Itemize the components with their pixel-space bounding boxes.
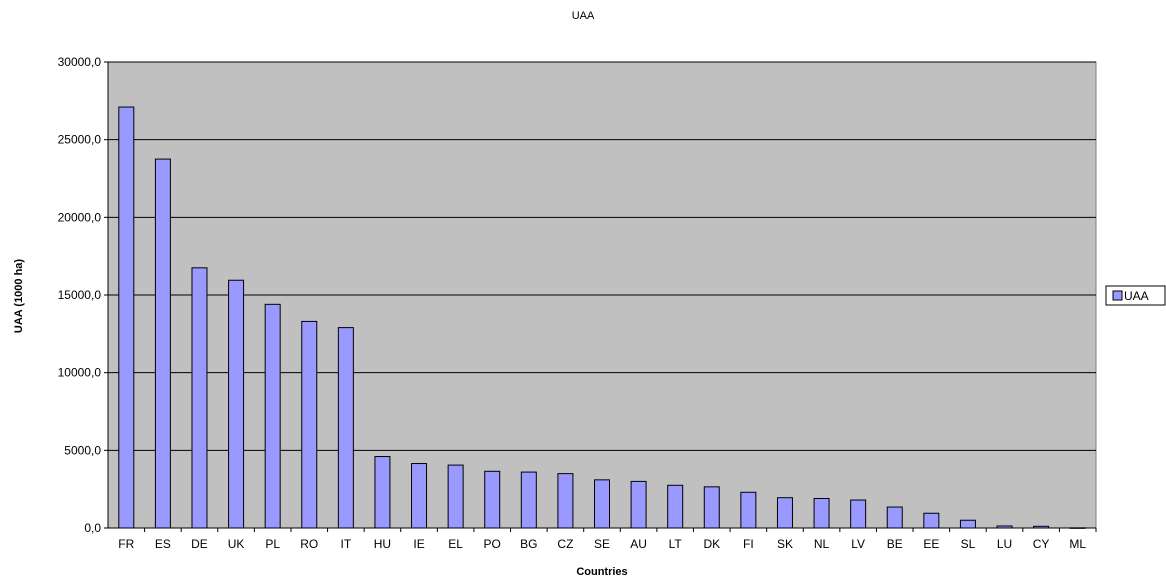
bar-pl [264, 303, 281, 529]
x-tick-label: FR [118, 537, 134, 551]
x-tick-label: PL [265, 537, 280, 551]
x-tick-label: RO [300, 537, 318, 551]
x-tick-label: UK [228, 537, 245, 551]
x-tick-label: PO [484, 537, 501, 551]
x-tick-label: SE [594, 537, 610, 551]
x-tick-label: CY [1033, 537, 1050, 551]
x-tick-label: DE [191, 537, 208, 551]
legend-label: UAA [1124, 289, 1149, 303]
x-tick-label: EL [448, 537, 463, 551]
chart-title: UAA [572, 10, 595, 22]
bar-uk [228, 279, 245, 529]
x-axis-ticks: FR ES DE UK PL RO IT HU IE EL PO BG CZ SE AU LT DK FI SK NL… [118, 528, 1097, 551]
x-tick-label: BG [520, 537, 537, 551]
bar-fr [118, 106, 135, 529]
bar-sk [776, 497, 793, 529]
x-axis-title: Countries [576, 566, 627, 578]
x-tick-label: SK [777, 537, 793, 551]
bar-ro [301, 320, 318, 529]
bar-fi [740, 491, 757, 529]
legend: UAA [1105, 285, 1166, 306]
bar-hu [374, 456, 391, 529]
bar-cz [557, 473, 574, 529]
x-tick-label: NL [814, 537, 830, 551]
bar-el [447, 464, 464, 529]
y-tick-label: 0,0 [84, 521, 101, 535]
bar-dk [703, 486, 720, 529]
x-tick-label: IE [413, 537, 424, 551]
bar-be [886, 506, 903, 529]
bar-bg [520, 471, 537, 529]
legend-swatch [1112, 290, 1123, 301]
y-tick-label: 10000,0 [58, 366, 102, 380]
bar-sl [959, 519, 976, 529]
bar-ie [411, 463, 428, 529]
x-tick-label: LV [851, 537, 865, 551]
x-tick-label: FI [743, 537, 754, 551]
y-axis-ticks: 0,0 5000,0 10000,0 15000,0 20000,0 25000,0 300… [58, 55, 108, 535]
y-tick-label: 30000,0 [58, 55, 102, 69]
bar-lv [850, 499, 867, 529]
x-tick-label: SL [961, 537, 976, 551]
bar-se [594, 479, 610, 529]
y-axis-title: UAA (1000 ha) [13, 259, 25, 334]
bar-ee [923, 512, 940, 529]
x-tick-label: ES [155, 537, 171, 551]
x-tick-label: DK [703, 537, 720, 551]
x-tick-label: LT [669, 537, 683, 551]
x-tick-label: HU [374, 537, 391, 551]
y-tick-label: 25000,0 [58, 133, 102, 147]
bar-au [630, 480, 647, 529]
x-tick-label: ML [1069, 537, 1086, 551]
bar-lt [667, 484, 684, 529]
y-tick-label: 20000,0 [58, 210, 102, 224]
bar-de [191, 267, 208, 529]
y-tick-label: 5000,0 [64, 443, 101, 457]
bar-it [337, 327, 354, 529]
x-tick-label: CZ [557, 537, 573, 551]
x-tick-label: AU [630, 537, 647, 551]
y-tick-label: 15000,0 [58, 288, 102, 302]
x-tick-label: IT [341, 537, 352, 551]
bar-nl [813, 497, 830, 529]
x-tick-label: LU [997, 537, 1012, 551]
bars [118, 106, 1086, 529]
bar-po [484, 470, 501, 529]
bar-es [154, 158, 171, 529]
x-tick-label: BE [887, 537, 903, 551]
x-tick-label: EE [923, 537, 939, 551]
